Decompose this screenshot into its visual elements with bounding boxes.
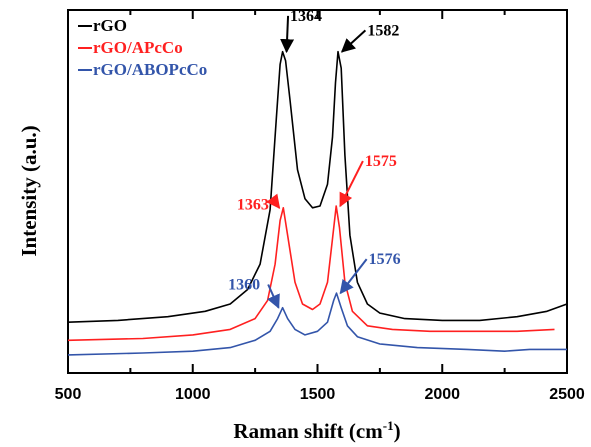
series-line-rgo	[67, 50, 568, 323]
legend-label: rGO/APcCo	[93, 38, 183, 57]
x-tick-label: 2500	[549, 386, 585, 403]
legend-label: rGO/ABOPcCo	[93, 60, 207, 79]
peak-label: 1576	[369, 251, 401, 268]
x-axis-title-sup: -1	[383, 418, 394, 433]
x-tick-label: 1000	[175, 386, 211, 403]
series-line-rgo-abopcco	[67, 292, 567, 356]
peak-label: 1364	[290, 8, 322, 25]
x-tick-label: 500	[55, 386, 82, 403]
x-axis-title-main: Raman shift (cm	[233, 419, 383, 443]
peak-arrow	[340, 29, 367, 53]
y-axis-title: Intensity (a.u.)	[17, 125, 41, 256]
series-line-rgo-apcco	[67, 205, 555, 342]
peak-arrow	[266, 193, 281, 209]
peak-annotations: 1364 1582 1363 1575 1360 1576	[228, 8, 401, 309]
peak-arrow	[339, 258, 368, 295]
x-tick-label: 2000	[424, 386, 460, 403]
peak-arrow	[339, 160, 364, 208]
peak-arrow	[280, 15, 295, 54]
peak-label: 1360	[228, 277, 260, 294]
x-tick-labels: 500 1000 1500 2000 2500	[55, 386, 585, 403]
peak-label: 1582	[367, 22, 399, 39]
peak-label: 1575	[365, 153, 397, 170]
peak-label: 1363	[237, 197, 269, 214]
series-group	[67, 50, 568, 356]
legend-label: rGO	[93, 16, 127, 35]
axis-ticks	[67, 10, 568, 373]
legend: rGO rGO/APcCo rGO/ABOPcCo	[78, 16, 207, 79]
x-axis-title: Raman shift (cm-1)	[233, 418, 400, 443]
peak-arrow	[267, 284, 280, 309]
x-axis-title-end: )	[394, 419, 401, 443]
x-tick-label: 1500	[300, 386, 336, 403]
